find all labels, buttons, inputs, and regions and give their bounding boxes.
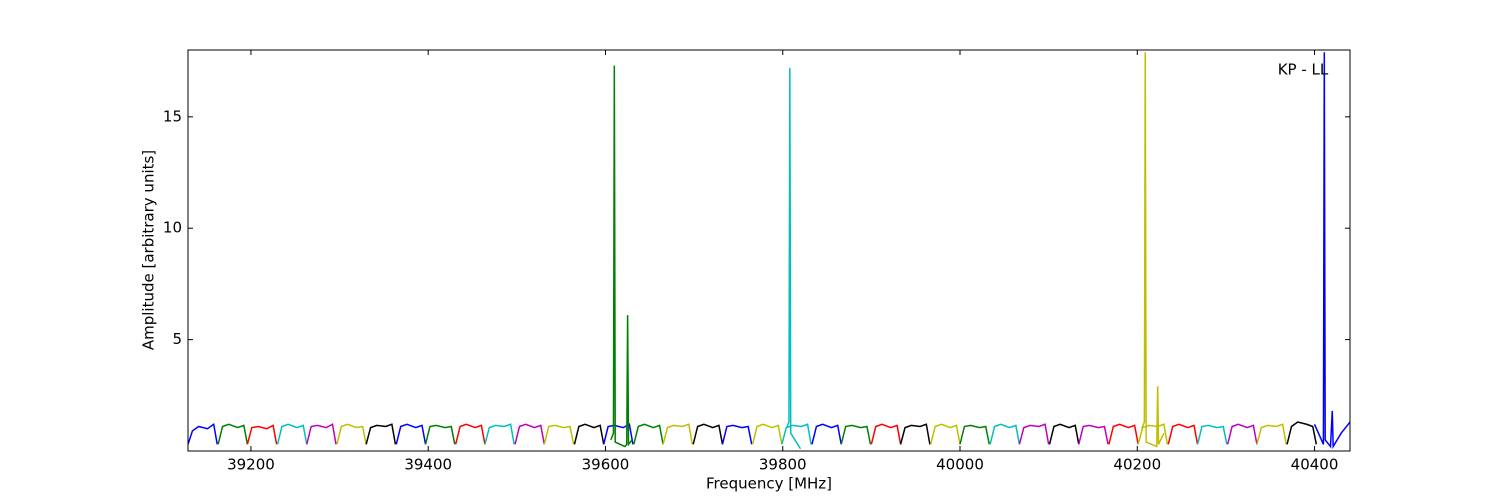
series-line [217,423,249,445]
y-axis-label: Amplitude [arbitrary units] [140,150,158,350]
series-line [484,423,515,445]
y-tick-label: 15 [163,107,182,125]
series-line [811,423,842,445]
x-tick-label: 39200 [227,456,275,474]
series-line [188,422,218,445]
x-tick-label: 39600 [582,456,630,474]
series-line [1196,424,1228,445]
series-line [870,423,902,445]
series-line [610,65,633,448]
series-line [840,424,872,445]
series-line [1137,423,1169,445]
x-tick-label: 40400 [1291,456,1339,474]
x-tick-label: 40000 [936,456,984,474]
series-line [543,424,575,445]
series-line [633,423,664,445]
series-line [573,423,605,445]
x-axis-label: Frequency [MHz] [706,475,832,493]
series-line [1256,423,1287,445]
series-line [899,423,931,445]
x-tick-label: 40200 [1113,456,1161,474]
series-line [306,423,337,445]
y-tick-label: 5 [172,330,182,348]
series-line [246,424,278,445]
y-tick-label: 10 [163,219,182,237]
series-line [930,423,961,445]
x-tick-label: 39800 [759,456,807,474]
annotation: KP - LL [1278,61,1329,79]
series-line [1018,423,1050,445]
series-line [336,423,367,445]
series-line [395,423,427,445]
series-line [1167,423,1199,445]
series-line [1078,424,1109,445]
series-line [602,423,634,445]
series-line [959,424,990,445]
series-line [692,423,724,445]
series-line [1048,423,1080,445]
series-line [365,423,397,445]
series-line [454,423,486,445]
series-line [1313,52,1350,450]
series-line [276,423,308,445]
plot-frame [187,49,1351,452]
series-line [424,424,456,445]
series-line [781,423,812,445]
series-line [1108,423,1139,445]
series-line [721,424,753,445]
series-line [751,423,783,445]
series-line [1141,52,1165,448]
series-line [989,423,1021,445]
x-tick-label: 39400 [404,456,452,474]
series-line [786,67,802,450]
series-line [662,423,694,445]
series-line [1286,421,1318,445]
plot-area [188,52,1350,450]
series-line [514,423,546,445]
series-line [1226,423,1258,445]
